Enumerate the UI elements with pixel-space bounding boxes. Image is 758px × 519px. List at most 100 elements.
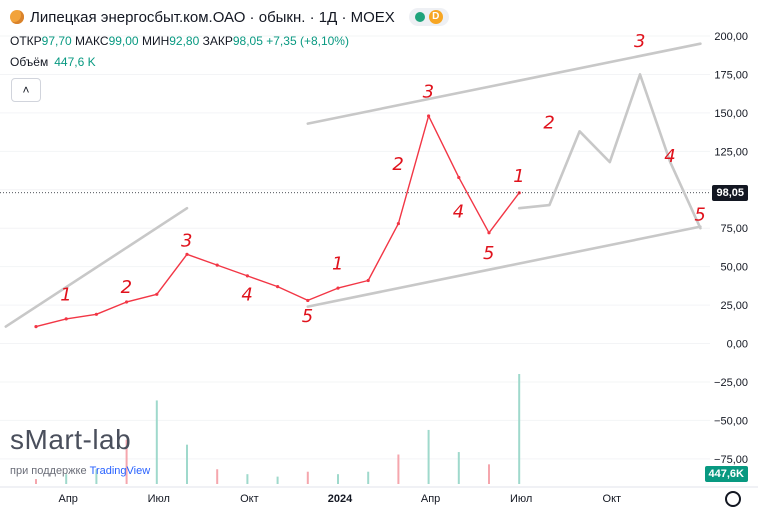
open-label: ОТКР bbox=[10, 34, 42, 48]
ohlc-legend: ОТКР97,70 МАКС99,00 МИН92,80 ЗАКР98,05 +… bbox=[10, 34, 349, 48]
close-label: ЗАКР bbox=[202, 34, 233, 48]
wave-label: 2 bbox=[543, 112, 554, 133]
last-price-badge: 98,05 bbox=[712, 184, 748, 201]
price-point bbox=[366, 278, 370, 283]
watermark-brand: sMart-lab bbox=[10, 424, 132, 455]
time-tick-label: Окт bbox=[240, 493, 259, 505]
price-tick-label: 75,00 bbox=[720, 223, 748, 235]
status-dot-icon bbox=[414, 12, 425, 22]
wave-label: 3 bbox=[634, 31, 645, 52]
trendline-1 bbox=[4, 206, 189, 328]
high-value: 99,00 bbox=[108, 34, 139, 48]
volume-bar bbox=[518, 374, 521, 484]
wave-label: 2 bbox=[392, 154, 403, 175]
price-tick-label: 50,00 bbox=[720, 262, 748, 274]
chart-header: Липецкая энергосбыт.ком.ОАО · обыкн. · 1… bbox=[10, 8, 449, 26]
volume-bar bbox=[427, 429, 430, 484]
low-value: 92,80 bbox=[169, 34, 200, 48]
price-tick-label: −50,00 bbox=[714, 415, 748, 427]
volume-bar bbox=[95, 469, 98, 484]
wave-label: 1 bbox=[60, 284, 71, 305]
volume-bar bbox=[457, 452, 460, 484]
collapse-legend-button[interactable]: ˄ bbox=[11, 78, 41, 102]
wave-label: 2 bbox=[121, 277, 132, 298]
wave-label: 3 bbox=[181, 231, 192, 252]
price-tick-label: 125,00 bbox=[714, 146, 748, 158]
price-point bbox=[125, 300, 129, 304]
volume-bar bbox=[186, 444, 188, 484]
volume-bar bbox=[216, 469, 219, 484]
wave-label: 1 bbox=[332, 254, 343, 275]
price-point bbox=[457, 175, 461, 180]
price-point bbox=[64, 317, 68, 321]
volume-bar bbox=[246, 474, 249, 484]
price-tick-label: 150,00 bbox=[714, 108, 748, 120]
volume-value: 447,6 K bbox=[54, 55, 96, 69]
price-point bbox=[94, 312, 98, 316]
price-point bbox=[155, 292, 159, 296]
price-point bbox=[215, 263, 219, 267]
volume-bar bbox=[337, 474, 339, 484]
wave-label: 5 bbox=[694, 205, 705, 226]
volume-badge: 447,6K bbox=[704, 466, 748, 482]
time-tick-label: Апр bbox=[421, 493, 440, 505]
open-value: 97,70 bbox=[41, 34, 72, 48]
price-point bbox=[306, 298, 310, 303]
volume-bar bbox=[276, 476, 279, 484]
volume-bar bbox=[306, 471, 309, 484]
delay-badge: D bbox=[428, 10, 443, 24]
channel-lower bbox=[306, 225, 702, 308]
high-label: МАКС bbox=[75, 34, 109, 48]
price-point bbox=[487, 231, 491, 235]
time-tick-label: 2024 bbox=[328, 493, 353, 505]
volume-label: Объём bbox=[10, 55, 49, 69]
support-prefix: при поддержке bbox=[10, 465, 87, 477]
price-point bbox=[34, 324, 38, 329]
price-point bbox=[245, 274, 249, 278]
price-point bbox=[276, 285, 280, 289]
wave-label: 4 bbox=[453, 201, 464, 222]
wave-label: 5 bbox=[302, 306, 313, 327]
time-tick-label: Апр bbox=[58, 493, 77, 505]
low-label: МИН bbox=[141, 34, 170, 48]
time-tick-label: Окт bbox=[603, 493, 622, 505]
time-tick-label: Июл bbox=[510, 493, 532, 505]
volume-bar bbox=[125, 439, 128, 484]
price-tick-label: 175,00 bbox=[714, 69, 748, 81]
price-tick-label: 200,00 bbox=[714, 31, 748, 43]
chevron-up-icon: ˄ bbox=[22, 83, 30, 97]
price-tick-label: −25,00 bbox=[714, 377, 748, 389]
channel-upper bbox=[306, 42, 702, 125]
wave-label: 5 bbox=[483, 243, 494, 264]
wave-label: 4 bbox=[664, 146, 675, 167]
price-point bbox=[185, 252, 189, 256]
wave-label: 4 bbox=[241, 284, 252, 305]
market-status-pill[interactable]: D bbox=[408, 8, 449, 26]
volume-bar bbox=[397, 454, 400, 484]
wave-label: 1 bbox=[513, 166, 524, 187]
price-tick-label: −75,00 bbox=[714, 454, 748, 466]
logo-icon bbox=[10, 10, 24, 24]
price-tick-label: 25,00 bbox=[720, 300, 748, 312]
volume-legend: Объём 447,6 K bbox=[10, 55, 96, 69]
price-point bbox=[396, 221, 400, 226]
volume-bar bbox=[488, 464, 490, 484]
volume-bar bbox=[35, 479, 37, 484]
time-tick-label: Июл bbox=[148, 493, 170, 505]
wave-label: 3 bbox=[423, 82, 434, 103]
volume-bar bbox=[65, 474, 68, 484]
symbol-title[interactable]: Липецкая энергосбыт.ком.ОАО · обыкн. · 1… bbox=[30, 8, 395, 26]
forecast-path bbox=[517, 73, 702, 230]
price-tick-label: 0,00 bbox=[727, 339, 748, 351]
volume-bar bbox=[367, 471, 370, 484]
gear-icon[interactable] bbox=[725, 491, 741, 507]
close-value: 98,05 bbox=[232, 34, 263, 48]
price-point bbox=[427, 114, 431, 118]
price-point bbox=[336, 286, 340, 290]
watermark-support: при поддержке TradingView bbox=[10, 465, 150, 477]
volume-bar bbox=[155, 400, 158, 484]
tradingview-link[interactable]: TradingView bbox=[89, 465, 151, 477]
price-series-line bbox=[35, 115, 520, 328]
change-value: +7,35 (+8,10%) bbox=[266, 34, 349, 48]
